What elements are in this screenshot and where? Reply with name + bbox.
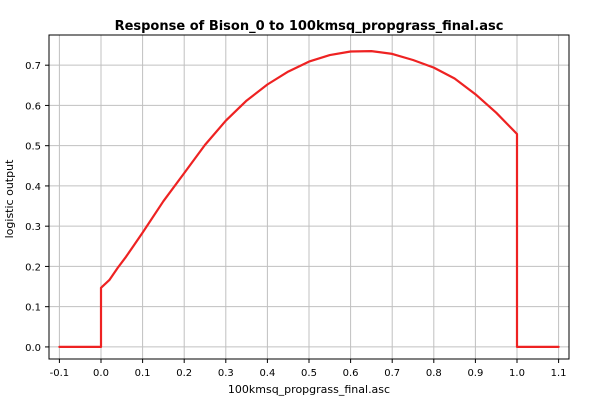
grid [49, 35, 569, 359]
x-tick-label: 0.7 [384, 368, 400, 379]
y-tick-label: 0.2 [25, 262, 41, 273]
y-tick-label: 0.3 [25, 222, 41, 233]
series-layer [58, 49, 560, 348]
x-tick-label: 1.0 [509, 368, 525, 379]
x-tick-label: 0.2 [176, 368, 192, 379]
x-tick-label: 1.1 [551, 368, 567, 379]
x-tick-label: 0.8 [426, 368, 442, 379]
x-tick-label: -0.1 [50, 368, 70, 379]
series-line [58, 49, 560, 348]
x-tick-label: 0.5 [301, 368, 317, 379]
x-tick-label: 0.9 [467, 368, 483, 379]
x-tick-label: 0.0 [93, 368, 109, 379]
x-tick-label: 0.1 [135, 368, 151, 379]
y-tick-label: 0.0 [25, 343, 41, 354]
y-tick-label: 0.7 [25, 61, 41, 72]
x-tick-label: 0.6 [343, 368, 359, 379]
chart-title: Response of Bison_0 to 100kmsq_propgrass… [115, 19, 504, 34]
x-tick-label: 0.3 [218, 368, 234, 379]
axis-ticks: -0.1 0.0 0.1 0.2 0.3 0.4 0.5 0.6 0.7 0.8 0.9 1.0 1.1… [25, 61, 566, 379]
x-axis-label: 100kmsq_propgrass_final.asc [228, 383, 390, 396]
y-axis-label: logistic output [3, 159, 16, 238]
y-tick-label: 0.5 [25, 142, 41, 153]
y-tick-label: 0.6 [25, 101, 41, 112]
y-tick-label: 0.4 [25, 182, 41, 193]
x-tick-label: 0.4 [259, 368, 275, 379]
y-tick-label: 0.1 [25, 303, 41, 314]
